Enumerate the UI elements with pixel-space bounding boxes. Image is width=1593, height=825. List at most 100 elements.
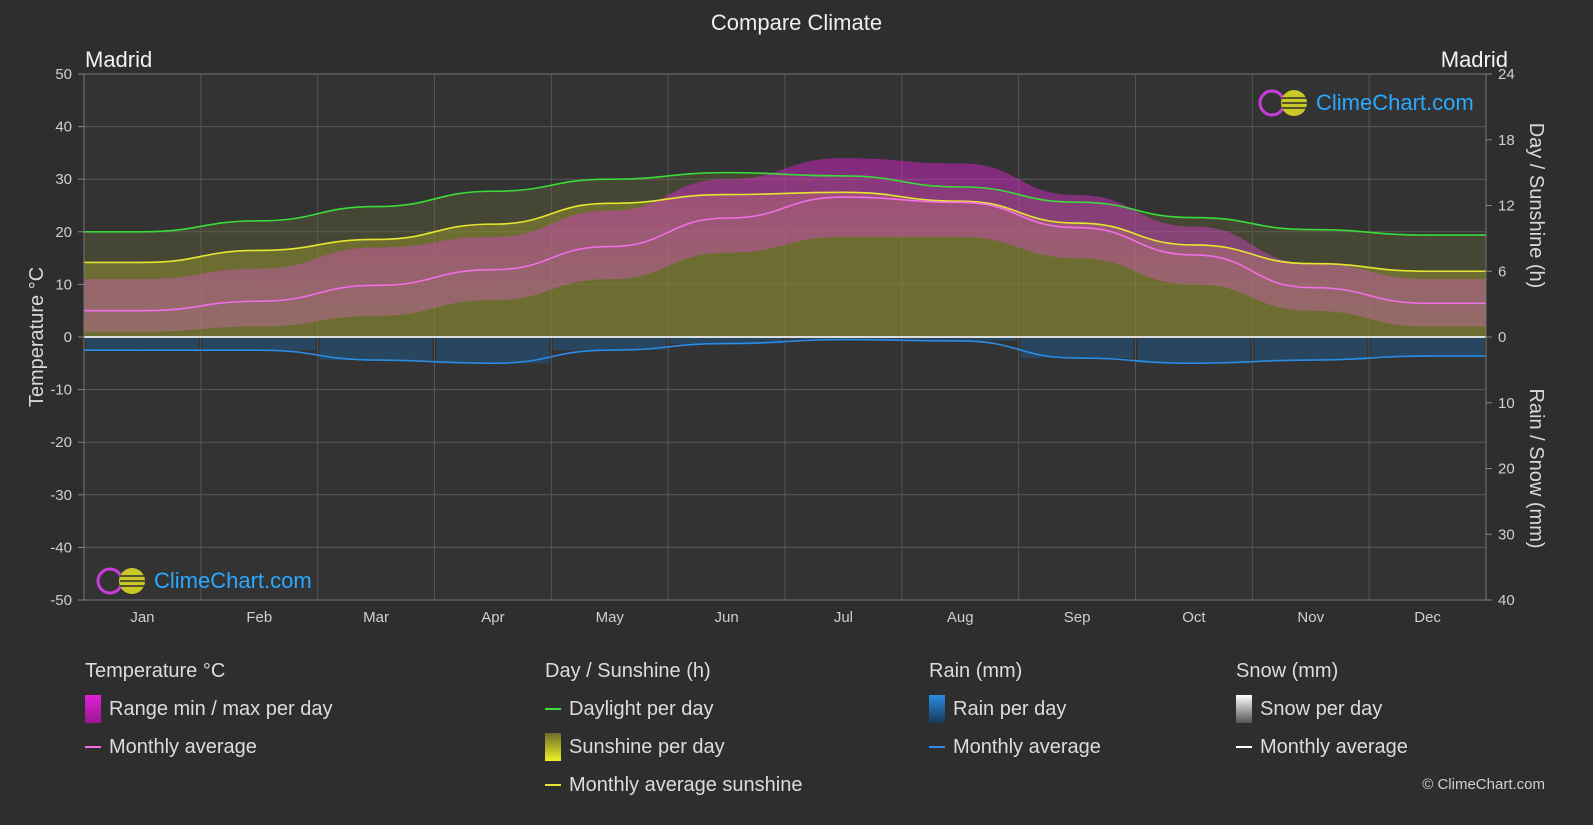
- legend-temperature-header: Temperature °C: [85, 660, 226, 682]
- sunshine-avg-line: [84, 191, 1486, 273]
- legend-sunshine-day: Sunshine per day: [545, 733, 802, 761]
- snow-avg-swatch: [1236, 746, 1252, 748]
- month-label-mar: Mar: [363, 609, 389, 626]
- sunshine-swatch: [545, 733, 561, 761]
- rain-avg-line-point: [842, 338, 845, 341]
- daylight-line: [83, 171, 1487, 236]
- legend-temperature: Temperature °C Range min / max per day M…: [85, 660, 332, 773]
- legend-sunshine-day-label: Sunshine per day: [569, 735, 725, 758]
- left-tick-label: 20: [55, 224, 72, 241]
- left-tick-label: -10: [50, 382, 72, 399]
- temp-avg-line-point: [725, 217, 728, 219]
- rain-avg-line-point: [1309, 359, 1312, 361]
- chart-title: Compare Climate: [710, 10, 883, 35]
- month-label-sep: Sep: [1064, 609, 1091, 626]
- legend-temp-range: Range min / max per day: [85, 695, 332, 723]
- daylight-swatch: [545, 708, 561, 710]
- sunshine-avg-line-point: [725, 193, 728, 196]
- left-tick-label: 50: [55, 66, 72, 83]
- temp-range-band: [84, 158, 1486, 332]
- rain-bar-nov: [1254, 337, 1368, 361]
- legend-snow-avg: Monthly average: [1236, 735, 1408, 759]
- rain-bar-aug: [903, 337, 1017, 341]
- sunshine-avg-line-point: [1309, 262, 1312, 265]
- temp-avg-line: [84, 196, 1486, 312]
- rain-bar-jul: [787, 337, 900, 340]
- temp-avg-line-point: [492, 268, 494, 271]
- temp-avg-line-point: [1193, 254, 1195, 256]
- temp-avg-swatch: [85, 746, 101, 748]
- sunshine-avg-line-point: [959, 200, 962, 202]
- right-sun-tick-label: 0: [1498, 329, 1506, 346]
- left-tick-label: 0: [64, 329, 72, 346]
- rain-swatch: [929, 695, 945, 723]
- left-tick-label: -30: [50, 487, 72, 504]
- brand-logo-top: ClimeChart.com: [1258, 88, 1474, 118]
- daylight-line-point: [1193, 216, 1195, 219]
- left-tick-label: -40: [50, 539, 72, 556]
- legend-temp-avg: Monthly average: [85, 735, 332, 759]
- rain-avg-line-point: [258, 349, 261, 351]
- sunshine-avg-line-point: [1426, 270, 1429, 273]
- rain-avg-line-point: [1193, 362, 1195, 365]
- right-rain-tick-label: 10: [1498, 395, 1515, 412]
- sunshine-avg-line-point: [492, 223, 494, 225]
- daylight-line-point: [141, 231, 144, 233]
- daylight-line-point: [725, 171, 728, 174]
- rain-bar-jan: [86, 337, 199, 351]
- daylight-line-point: [375, 205, 377, 208]
- right-bottom-axis-title: Rain / Snow (mm): [1525, 388, 1547, 548]
- temp-avg-line-point: [375, 284, 377, 287]
- legend-snow: Snow (mm) Snow per day Monthly average: [1236, 660, 1408, 773]
- left-tick-label: 30: [55, 171, 72, 188]
- daylight-line-point: [608, 178, 611, 180]
- brand-logo-bottom: ClimeChart.com: [96, 566, 312, 596]
- sunshine-avg-line-point: [258, 249, 261, 252]
- left-axis-title: Temperature °C: [26, 267, 48, 407]
- right-rain-tick-label: 20: [1498, 461, 1515, 478]
- right-sun-tick-label: 12: [1498, 198, 1515, 215]
- legend-rain-header: Rain (mm): [929, 660, 1023, 682]
- rain-avg-line-point: [1076, 357, 1078, 359]
- month-label-apr: Apr: [481, 609, 504, 626]
- climechart-logo-icon: [96, 567, 145, 595]
- month-label-may: May: [596, 609, 625, 626]
- month-label-dec: Dec: [1414, 609, 1441, 626]
- rain-bar-sep: [1020, 337, 1134, 359]
- legend-daylight-label: Daylight per day: [569, 697, 714, 720]
- month-label-nov: Nov: [1297, 609, 1324, 626]
- rain-avg-line-point: [608, 349, 611, 351]
- legend-rain-day: Rain per day: [929, 695, 1101, 723]
- right-sun-tick-label: 24: [1498, 66, 1515, 83]
- daylight-line-point: [1426, 234, 1429, 236]
- legend-sunshine-avg: Monthly average sunshine: [545, 773, 802, 797]
- rain-bar-oct: [1137, 337, 1251, 364]
- sunshine-avg-line-point: [375, 238, 377, 241]
- month-label-jul: Jul: [834, 609, 853, 626]
- sunshine-avg-line-point: [1076, 222, 1078, 224]
- legend-rain-avg: Monthly average: [929, 735, 1101, 759]
- copyright: © ClimeChart.com: [1422, 776, 1545, 793]
- left-tick-label: -20: [50, 434, 72, 451]
- right-sun-tick-label: 6: [1498, 263, 1506, 280]
- rain-bar-apr: [436, 337, 550, 364]
- legend-rain: Rain (mm) Rain per day Monthly average: [929, 660, 1101, 773]
- right-rain-tick-label: 40: [1498, 592, 1515, 609]
- rain-avg-line-point: [959, 340, 962, 342]
- rain-avg-swatch: [929, 746, 945, 748]
- legend-sunshine-avg-label: Monthly average sunshine: [569, 773, 803, 796]
- legend-temp-avg-label: Monthly average: [109, 735, 257, 758]
- rain-bar-jun: [670, 337, 783, 344]
- temp-avg-line-point: [959, 201, 962, 204]
- daylight-line-point: [1309, 228, 1312, 231]
- temp-avg-line-point: [842, 196, 845, 198]
- brand-name-bottom: ClimeChart.com: [154, 568, 312, 593]
- legend-sunshine-header: Day / Sunshine (h): [545, 660, 711, 682]
- location-left: Madrid: [85, 47, 153, 72]
- sunshine-avg-line-point: [842, 191, 845, 194]
- rain-bar-dec: [1371, 337, 1484, 357]
- daylight-line-point: [842, 175, 845, 177]
- left-tick-label: -50: [50, 592, 72, 609]
- legend-snow-day: Snow per day: [1236, 695, 1408, 723]
